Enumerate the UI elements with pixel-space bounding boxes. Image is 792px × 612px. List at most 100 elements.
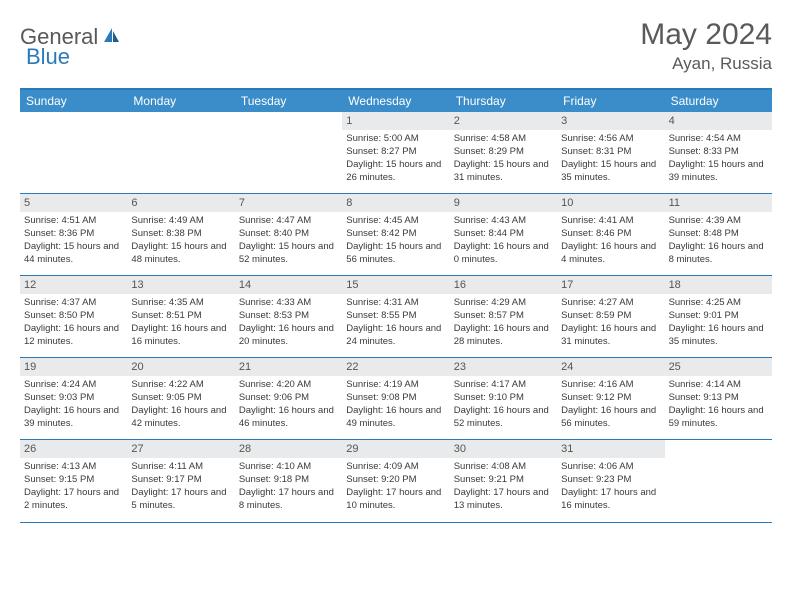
weekday-fri: Friday	[557, 90, 664, 112]
day-details: Sunrise: 4:08 AMSunset: 9:21 PMDaylight:…	[454, 461, 553, 512]
day-number: 11	[665, 194, 772, 212]
day-details: Sunrise: 4:24 AMSunset: 9:03 PMDaylight:…	[24, 379, 123, 430]
weekday-thu: Thursday	[450, 90, 557, 112]
day-number: 25	[665, 358, 772, 376]
day-cell: .	[235, 112, 342, 193]
day-cell: 19 Sunrise: 4:24 AMSunset: 9:03 PMDayligh…	[20, 358, 127, 439]
day-details: Sunrise: 4:22 AMSunset: 9:05 PMDaylight:…	[131, 379, 230, 430]
day-cell: 15 Sunrise: 4:31 AMSunset: 8:55 PMDayligh…	[342, 276, 449, 357]
day-cell: .	[20, 112, 127, 193]
day-number: 20	[127, 358, 234, 376]
day-details: Sunrise: 4:45 AMSunset: 8:42 PMDaylight:…	[346, 215, 445, 266]
day-number: 13	[127, 276, 234, 294]
day-number: 27	[127, 440, 234, 458]
day-cell: 11 Sunrise: 4:39 AMSunset: 8:48 PMDayligh…	[665, 194, 772, 275]
day-number: 21	[235, 358, 342, 376]
day-cell: 21 Sunrise: 4:20 AMSunset: 9:06 PMDayligh…	[235, 358, 342, 439]
logo-line2: Blue	[26, 44, 70, 70]
day-cell: 10 Sunrise: 4:41 AMSunset: 8:46 PMDayligh…	[557, 194, 664, 275]
day-cell: 7 Sunrise: 4:47 AMSunset: 8:40 PMDaylight…	[235, 194, 342, 275]
day-number: 10	[557, 194, 664, 212]
day-cell: 25Sunrise: 4:14 AMSunset: 9:13 PMDayligh…	[665, 358, 772, 439]
weekday-wed: Wednesday	[342, 90, 449, 112]
day-cell: 3 Sunrise: 4:56 AMSunset: 8:31 PMDaylight…	[557, 112, 664, 193]
day-cell: 22Sunrise: 4:19 AMSunset: 9:08 PMDayligh…	[342, 358, 449, 439]
day-cell: 24 Sunrise: 4:16 AMSunset: 9:12 PMDayligh…	[557, 358, 664, 439]
weekday-mon: Monday	[127, 90, 234, 112]
day-number: 16	[450, 276, 557, 294]
day-number: 14	[235, 276, 342, 294]
day-cell: 9 Sunrise: 4:43 AMSunset: 8:44 PMDaylight…	[450, 194, 557, 275]
day-cell: .	[127, 112, 234, 193]
header: General May 2024 Ayan, Russia	[20, 18, 772, 74]
week-row: 19 Sunrise: 4:24 AMSunset: 9:03 PMDayligh…	[20, 358, 772, 440]
day-number: 24	[557, 358, 664, 376]
day-cell: 5Sunrise: 4:51 AMSunset: 8:36 PMDaylight…	[20, 194, 127, 275]
day-cell: 29 Sunrise: 4:09 AMSunset: 9:20 PMDayligh…	[342, 440, 449, 522]
day-details: Sunrise: 4:09 AMSunset: 9:20 PMDaylight:…	[346, 461, 445, 512]
day-number: 30	[450, 440, 557, 458]
day-number: 1	[342, 112, 449, 130]
day-details: Sunrise: 4:47 AMSunset: 8:40 PMDaylight:…	[239, 215, 338, 266]
week-row: ...1Sunrise: 5:00 AMSunset: 8:27 PMDayli…	[20, 112, 772, 194]
day-cell: 31Sunrise: 4:06 AMSunset: 9:23 PMDayligh…	[557, 440, 664, 522]
day-cell: 17Sunrise: 4:27 AMSunset: 8:59 PMDayligh…	[557, 276, 664, 357]
day-details: Sunrise: 4:33 AMSunset: 8:53 PMDaylight:…	[239, 297, 338, 348]
day-cell: 26Sunrise: 4:13 AMSunset: 9:15 PMDayligh…	[20, 440, 127, 522]
day-cell: 2 Sunrise: 4:58 AMSunset: 8:29 PMDaylight…	[450, 112, 557, 193]
day-details: Sunrise: 4:58 AMSunset: 8:29 PMDaylight:…	[454, 133, 553, 184]
day-details: Sunrise: 4:39 AMSunset: 8:48 PMDaylight:…	[669, 215, 768, 266]
day-cell: 30 Sunrise: 4:08 AMSunset: 9:21 PMDayligh…	[450, 440, 557, 522]
day-number: 4	[665, 112, 772, 130]
day-number: 8	[342, 194, 449, 212]
weekday-sat: Saturday	[665, 90, 772, 112]
day-details: Sunrise: 4:54 AMSunset: 8:33 PMDaylight:…	[669, 133, 768, 184]
day-details: Sunrise: 4:41 AMSunset: 8:46 PMDaylight:…	[561, 215, 660, 266]
day-details: Sunrise: 4:16 AMSunset: 9:12 PMDaylight:…	[561, 379, 660, 430]
day-cell: 18 Sunrise: 4:25 AMSunset: 9:01 PMDayligh…	[665, 276, 772, 357]
day-cell: 1Sunrise: 5:00 AMSunset: 8:27 PMDaylight…	[342, 112, 449, 193]
day-number: 3	[557, 112, 664, 130]
day-details: Sunrise: 4:35 AMSunset: 8:51 PMDaylight:…	[131, 297, 230, 348]
calendar: Sunday Monday Tuesday Wednesday Thursday…	[20, 88, 772, 523]
day-number: 2	[450, 112, 557, 130]
day-details: Sunrise: 4:17 AMSunset: 9:10 PMDaylight:…	[454, 379, 553, 430]
day-details: Sunrise: 4:37 AMSunset: 8:50 PMDaylight:…	[24, 297, 123, 348]
day-number: 31	[557, 440, 664, 458]
day-number: 23	[450, 358, 557, 376]
sail-icon	[102, 26, 122, 49]
day-number: 15	[342, 276, 449, 294]
day-number: 19	[20, 358, 127, 376]
day-number: 28	[235, 440, 342, 458]
day-details: Sunrise: 4:10 AMSunset: 9:18 PMDaylight:…	[239, 461, 338, 512]
day-details: Sunrise: 4:29 AMSunset: 8:57 PMDaylight:…	[454, 297, 553, 348]
day-cell: 13 Sunrise: 4:35 AMSunset: 8:51 PMDayligh…	[127, 276, 234, 357]
month-year: May 2024	[640, 18, 772, 52]
day-cell: 23 Sunrise: 4:17 AMSunset: 9:10 PMDayligh…	[450, 358, 557, 439]
weekday-tue: Tuesday	[235, 90, 342, 112]
day-number: 29	[342, 440, 449, 458]
day-details: Sunrise: 4:27 AMSunset: 8:59 PMDaylight:…	[561, 297, 660, 348]
week-row: 12Sunrise: 4:37 AMSunset: 8:50 PMDayligh…	[20, 276, 772, 358]
day-cell: 20 Sunrise: 4:22 AMSunset: 9:05 PMDayligh…	[127, 358, 234, 439]
weekday-header-row: Sunday Monday Tuesday Wednesday Thursday…	[20, 90, 772, 112]
day-number: 18	[665, 276, 772, 294]
title-block: May 2024 Ayan, Russia	[640, 18, 772, 74]
day-details: Sunrise: 4:25 AMSunset: 9:01 PMDaylight:…	[669, 297, 768, 348]
day-number: 26	[20, 440, 127, 458]
weeks-container: ...1Sunrise: 5:00 AMSunset: 8:27 PMDayli…	[20, 112, 772, 523]
day-details: Sunrise: 4:56 AMSunset: 8:31 PMDaylight:…	[561, 133, 660, 184]
week-row: 26Sunrise: 4:13 AMSunset: 9:15 PMDayligh…	[20, 440, 772, 522]
day-cell: 8 Sunrise: 4:45 AMSunset: 8:42 PMDaylight…	[342, 194, 449, 275]
day-details: Sunrise: 4:43 AMSunset: 8:44 PMDaylight:…	[454, 215, 553, 266]
day-details: Sunrise: 4:20 AMSunset: 9:06 PMDaylight:…	[239, 379, 338, 430]
day-number: 7	[235, 194, 342, 212]
day-details: Sunrise: 4:11 AMSunset: 9:17 PMDaylight:…	[131, 461, 230, 512]
day-details: Sunrise: 4:19 AMSunset: 9:08 PMDaylight:…	[346, 379, 445, 430]
day-cell: 4 Sunrise: 4:54 AMSunset: 8:33 PMDaylight…	[665, 112, 772, 193]
day-cell: 14 Sunrise: 4:33 AMSunset: 8:53 PMDayligh…	[235, 276, 342, 357]
day-details: Sunrise: 4:49 AMSunset: 8:38 PMDaylight:…	[131, 215, 230, 266]
day-details: Sunrise: 4:31 AMSunset: 8:55 PMDaylight:…	[346, 297, 445, 348]
day-number: 9	[450, 194, 557, 212]
location: Ayan, Russia	[640, 54, 772, 74]
